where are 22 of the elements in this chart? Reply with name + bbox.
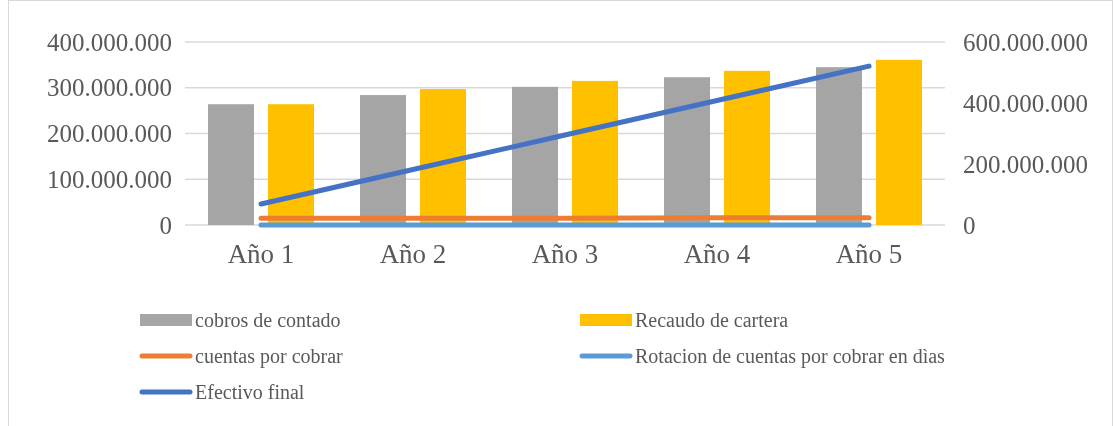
- x-tick-label: Año 3: [531, 239, 599, 269]
- y2-tick-label: 400.000.000: [963, 89, 1088, 117]
- bar: [572, 80, 618, 225]
- y-tick-label: 400.000.000: [47, 28, 172, 56]
- legend-label: Efectivo final: [195, 381, 305, 403]
- y-tick-label: 300.000.000: [47, 74, 172, 102]
- x-tick-label: Año 1: [227, 239, 295, 269]
- bar: [876, 59, 922, 225]
- y2-tick-label: 600.000.000: [963, 28, 1088, 56]
- y-tick-label: 0: [159, 211, 172, 239]
- x-tick-label: Año 2: [379, 239, 447, 269]
- legend-label: cuentas por cobrar: [195, 345, 344, 368]
- y2-tick-label: 200.000.000: [963, 150, 1088, 178]
- bar: [208, 104, 254, 225]
- y2-tick-label: 0: [963, 211, 976, 239]
- x-tick-label: Año 4: [683, 239, 751, 269]
- legend-label: cobros de contado: [195, 309, 341, 331]
- y-tick-label: 100.000.000: [47, 165, 172, 193]
- y-tick-label: 200.000.000: [47, 120, 172, 147]
- legend-label: Rotacion de cuentas por cobrar en dìas: [635, 345, 946, 368]
- legend-label: Recaudo de cartera: [635, 309, 789, 331]
- x-tick-label: Año 5: [835, 239, 903, 269]
